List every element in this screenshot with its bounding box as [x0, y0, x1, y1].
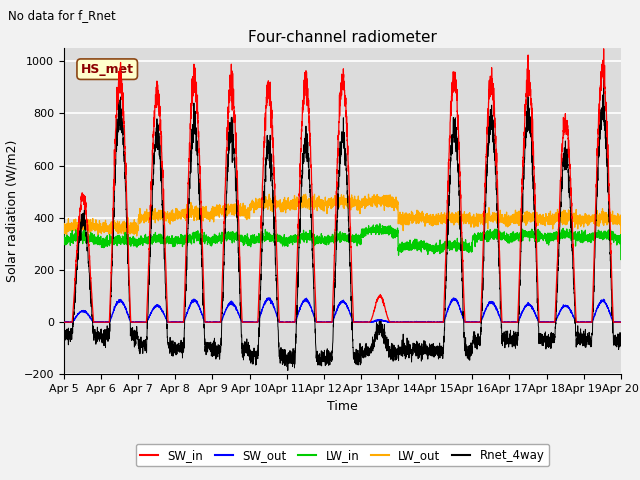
LW_out: [617, 233, 625, 239]
Rnet_4way: [499, 331, 507, 336]
LW_in: [60, 232, 68, 238]
Rnet_4way: [160, 240, 168, 246]
LW_out: [436, 217, 444, 223]
LW_out: [499, 218, 507, 224]
Line: LW_in: LW_in: [64, 224, 621, 260]
Rnet_4way: [617, 343, 625, 349]
LW_out: [468, 220, 476, 226]
LW_in: [376, 221, 384, 227]
SW_out: [161, 312, 168, 317]
LW_in: [617, 257, 625, 263]
LW_out: [616, 215, 624, 221]
Text: No data for f_Rnet: No data for f_Rnet: [8, 9, 116, 22]
Y-axis label: Solar radiation (W/m2): Solar radiation (W/m2): [5, 140, 18, 282]
SW_in: [436, 319, 444, 325]
LW_in: [436, 244, 444, 250]
Rnet_4way: [467, 346, 475, 351]
Rnet_4way: [322, 354, 330, 360]
SW_out: [499, 319, 507, 325]
SW_in: [616, 319, 624, 325]
SW_out: [61, 319, 69, 325]
SW_in: [322, 319, 330, 325]
SW_in: [60, 319, 68, 325]
LW_out: [60, 228, 68, 233]
Rnet_4way: [436, 351, 444, 357]
SW_in: [160, 210, 168, 216]
Line: SW_out: SW_out: [64, 298, 621, 322]
LW_in: [499, 231, 507, 237]
LW_in: [616, 236, 624, 241]
SW_out: [322, 319, 330, 325]
LW_out: [322, 198, 330, 204]
SW_out: [264, 295, 272, 301]
LW_out: [161, 216, 168, 221]
X-axis label: Time: Time: [327, 400, 358, 413]
Rnet_4way: [284, 368, 292, 373]
SW_out: [436, 319, 444, 325]
Line: Rnet_4way: Rnet_4way: [64, 80, 621, 371]
LW_in: [160, 233, 168, 239]
SW_in: [467, 319, 475, 325]
SW_out: [468, 319, 476, 325]
Rnet_4way: [600, 77, 607, 83]
SW_out: [616, 319, 624, 325]
Text: HS_met: HS_met: [81, 63, 134, 76]
LW_in: [322, 239, 330, 245]
SW_in: [600, 46, 607, 52]
Line: LW_out: LW_out: [64, 194, 621, 236]
Rnet_4way: [60, 324, 68, 330]
SW_out: [60, 319, 68, 324]
SW_out: [617, 319, 625, 325]
LW_out: [122, 233, 129, 239]
SW_in: [499, 319, 506, 325]
Legend: SW_in, SW_out, LW_in, LW_out, Rnet_4way: SW_in, SW_out, LW_in, LW_out, Rnet_4way: [136, 444, 549, 467]
Rnet_4way: [616, 342, 624, 348]
LW_in: [467, 243, 475, 249]
Line: SW_in: SW_in: [64, 49, 621, 322]
LW_out: [266, 192, 273, 197]
SW_in: [617, 319, 625, 325]
Title: Four-channel radiometer: Four-channel radiometer: [248, 30, 437, 46]
